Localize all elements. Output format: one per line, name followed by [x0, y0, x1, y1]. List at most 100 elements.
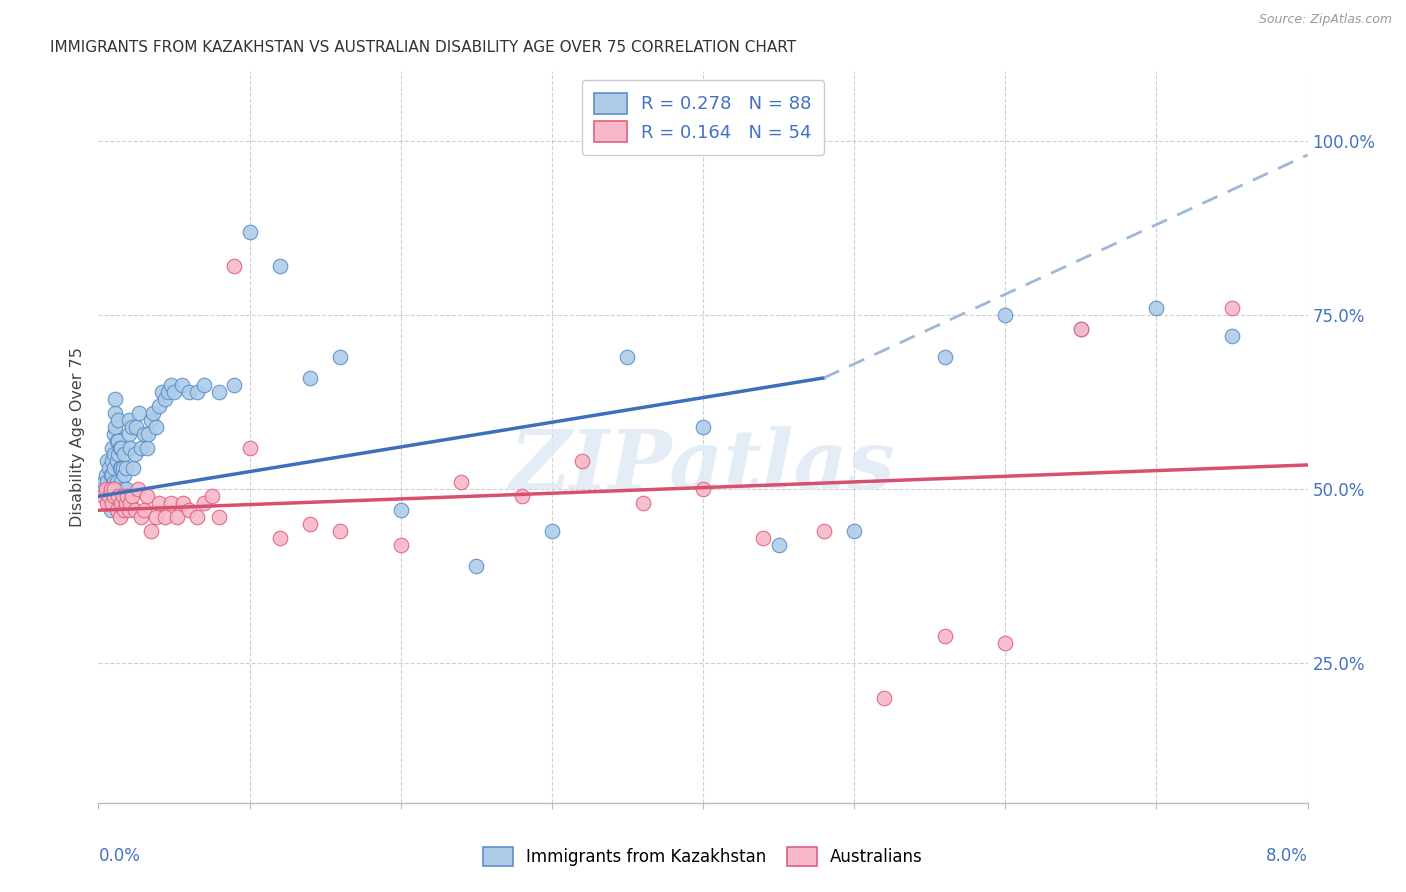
Y-axis label: Disability Age Over 75: Disability Age Over 75 [69, 347, 84, 527]
Text: IMMIGRANTS FROM KAZAKHSTAN VS AUSTRALIAN DISABILITY AGE OVER 75 CORRELATION CHAR: IMMIGRANTS FROM KAZAKHSTAN VS AUSTRALIAN… [51, 40, 796, 55]
Point [111, 483, 134, 497]
Point [101, 441, 124, 455]
Point [91, 483, 114, 497]
Point [101, 468, 124, 483]
Point [107, 434, 129, 448]
Point [389, 503, 412, 517]
Point [105, 489, 128, 503]
Point [934, 350, 956, 364]
Point [193, 496, 215, 510]
Point [98, 483, 121, 497]
Point [148, 496, 170, 510]
Point [1070, 322, 1092, 336]
Point [112, 503, 135, 517]
Point [94, 489, 117, 503]
Point [153, 392, 176, 406]
Point [94, 483, 117, 497]
Point [98, 496, 121, 510]
Point [103, 489, 125, 503]
Point [170, 377, 193, 392]
Point [103, 461, 125, 475]
Point [145, 419, 167, 434]
Point [994, 308, 1017, 322]
Point [96, 454, 118, 468]
Point [299, 517, 322, 532]
Point [299, 371, 322, 385]
Point [96, 496, 118, 510]
Point [118, 412, 141, 426]
Point [186, 510, 208, 524]
Point [873, 691, 896, 706]
Point [107, 412, 129, 426]
Point [166, 510, 188, 524]
Point [91, 489, 114, 503]
Point [224, 260, 246, 274]
Point [108, 441, 131, 455]
Point [186, 384, 208, 399]
Point [128, 406, 150, 420]
Point [1070, 322, 1092, 336]
Text: Source: ZipAtlas.com: Source: ZipAtlas.com [1258, 13, 1392, 27]
Text: ZIPatlas: ZIPatlas [510, 426, 896, 507]
Text: 0.0%: 0.0% [98, 847, 141, 864]
Point [98, 489, 121, 503]
Point [142, 406, 165, 420]
Point [104, 392, 127, 406]
Point [145, 510, 167, 524]
Point [115, 489, 138, 503]
Point [1146, 301, 1168, 316]
Point [813, 524, 835, 538]
Point [768, 538, 790, 552]
Point [94, 468, 117, 483]
Point [124, 503, 146, 517]
Point [329, 350, 352, 364]
Point [114, 483, 136, 497]
Point [692, 419, 714, 434]
Point [150, 384, 173, 399]
Point [105, 503, 128, 517]
Point [631, 496, 654, 510]
Point [100, 503, 122, 517]
Point [104, 419, 127, 434]
Point [160, 496, 183, 510]
Point [103, 475, 125, 490]
Point [110, 461, 132, 475]
Point [112, 468, 135, 483]
Point [224, 377, 246, 392]
Point [450, 475, 472, 490]
Point [540, 524, 562, 538]
Point [124, 448, 146, 462]
Point [100, 468, 122, 483]
Point [122, 461, 145, 475]
Point [616, 350, 638, 364]
Point [101, 454, 124, 468]
Point [239, 441, 262, 455]
Point [105, 454, 128, 468]
Point [107, 489, 129, 503]
Point [121, 489, 143, 503]
Point [129, 441, 152, 455]
Point [1220, 329, 1243, 343]
Point [156, 384, 179, 399]
Point [115, 489, 138, 503]
Point [101, 496, 124, 510]
Point [121, 419, 143, 434]
Legend: R = 0.278   N = 88, R = 0.164   N = 54: R = 0.278 N = 88, R = 0.164 N = 54 [582, 80, 824, 154]
Point [120, 441, 142, 455]
Point [329, 524, 352, 538]
Point [141, 524, 163, 538]
Point [269, 260, 291, 274]
Point [389, 538, 412, 552]
Point [114, 496, 136, 510]
Point [111, 489, 134, 503]
Point [110, 475, 132, 490]
Point [994, 635, 1017, 649]
Point [135, 441, 157, 455]
Point [120, 496, 142, 510]
Point [510, 489, 533, 503]
Point [110, 441, 132, 455]
Point [100, 489, 122, 503]
Point [179, 384, 201, 399]
Point [103, 426, 125, 441]
Point [105, 475, 128, 490]
